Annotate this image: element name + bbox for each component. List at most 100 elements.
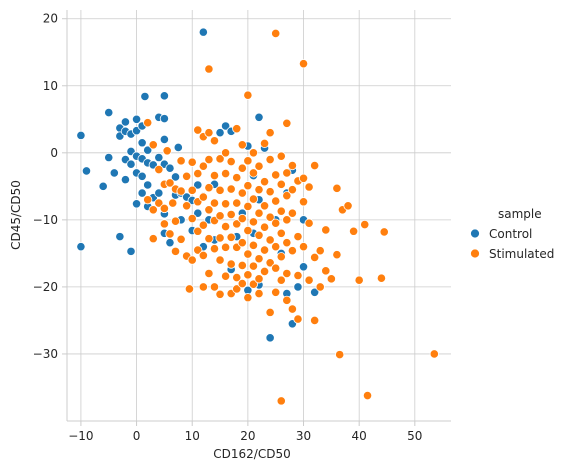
data-point [226, 209, 236, 220]
data-point [298, 262, 309, 272]
data-point [237, 140, 247, 150]
data-point [126, 159, 136, 169]
data-point [304, 218, 314, 228]
data-point [104, 152, 114, 163]
data-point [232, 198, 242, 208]
data-point [259, 138, 270, 149]
data-point [243, 201, 253, 212]
data-point [159, 203, 169, 214]
y-tick-label: −10 [33, 213, 58, 227]
data-point [335, 350, 345, 360]
data-point [310, 315, 320, 326]
data-point [193, 168, 203, 179]
data-point [276, 151, 286, 161]
data-point [293, 282, 303, 292]
data-point [376, 273, 387, 283]
data-point [287, 304, 297, 314]
legend-label-stimulated: Stimulated [489, 247, 554, 261]
data-point [154, 152, 164, 163]
data-point [362, 390, 373, 401]
data-point [221, 121, 231, 131]
data-point [137, 138, 147, 148]
data-point [209, 136, 220, 146]
data-point [215, 211, 225, 221]
data-point [126, 246, 136, 256]
data-point [204, 234, 214, 244]
data-point [282, 191, 292, 201]
x-tick-label: 40 [352, 429, 367, 443]
data-point [215, 255, 225, 265]
x-tick-label: 0 [133, 429, 141, 443]
data-point [193, 245, 203, 255]
data-point [298, 242, 309, 252]
axis-spines [66, 10, 451, 422]
data-point [254, 112, 264, 122]
data-point [360, 219, 370, 230]
data-point [187, 157, 197, 167]
data-point [182, 201, 192, 211]
data-point [237, 188, 247, 198]
data-point [326, 274, 336, 284]
x-axis-label: CD162/CD50 [213, 447, 290, 461]
x-tick-label: −10 [68, 429, 93, 443]
data-point [265, 258, 275, 268]
data-point [248, 240, 259, 250]
data-point [131, 199, 142, 209]
series-stimulated [143, 28, 439, 406]
data-point [276, 252, 286, 262]
data-point [170, 216, 181, 226]
data-point [282, 238, 292, 248]
data-point [259, 177, 270, 187]
data-point [226, 156, 236, 167]
data-point [226, 259, 236, 269]
data-point [259, 245, 270, 255]
x-tick-label: 50 [407, 429, 422, 443]
data-point [193, 208, 203, 218]
data-point [148, 234, 158, 244]
data-point [298, 173, 309, 183]
data-point [120, 117, 131, 127]
data-point [310, 287, 320, 297]
data-point [304, 182, 314, 192]
data-point [173, 142, 183, 153]
data-point [109, 168, 119, 178]
data-point [170, 172, 181, 182]
data-point [198, 192, 208, 202]
data-point [287, 246, 297, 256]
data-point [159, 91, 169, 101]
data-point [154, 188, 164, 198]
data-point [182, 171, 192, 181]
data-point [349, 226, 359, 236]
data-point [193, 125, 203, 135]
data-point [232, 284, 242, 294]
data-point [143, 118, 153, 128]
data-point [287, 208, 297, 218]
legend-marker-stimulated [470, 248, 480, 259]
data-point [287, 185, 297, 195]
data-point [310, 160, 320, 171]
data-point [298, 197, 309, 207]
data-point [276, 275, 286, 285]
data-point [221, 221, 231, 232]
data-point [204, 268, 214, 279]
data-point [159, 114, 169, 124]
data-point [271, 287, 281, 297]
data-point [140, 91, 150, 102]
data-point [243, 90, 253, 100]
data-point [198, 250, 208, 260]
data-point [243, 270, 253, 280]
data-point [332, 183, 342, 193]
data-point [176, 156, 186, 166]
data-point [176, 234, 186, 244]
data-point [204, 183, 214, 193]
data-point [137, 188, 147, 198]
data-point [237, 238, 247, 248]
data-point [137, 171, 147, 181]
data-point [221, 271, 231, 281]
data-point [243, 249, 253, 259]
data-point [332, 250, 342, 260]
data-point [193, 226, 203, 236]
data-point [215, 233, 225, 243]
data-point [193, 180, 203, 190]
